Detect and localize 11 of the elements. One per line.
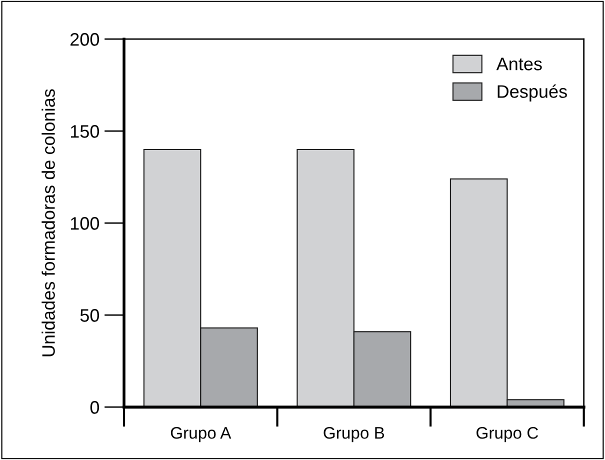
legend-label: Antes xyxy=(496,58,542,70)
x-tick-label: Grupo C xyxy=(476,426,538,442)
y-tick-label: 50 xyxy=(80,309,100,322)
y-tick-label: 200 xyxy=(70,33,100,46)
y-tick-label: 150 xyxy=(70,125,100,138)
x-tick-label: Grupo A xyxy=(170,426,232,442)
x-tick-label: Grupo B xyxy=(324,426,384,442)
y-axis-title: Unidades formadoras de colonias xyxy=(42,89,55,356)
legend-label: Después xyxy=(498,84,567,102)
y-tick-label: 100 xyxy=(70,217,100,230)
y-tick-label: 0 xyxy=(90,401,100,414)
